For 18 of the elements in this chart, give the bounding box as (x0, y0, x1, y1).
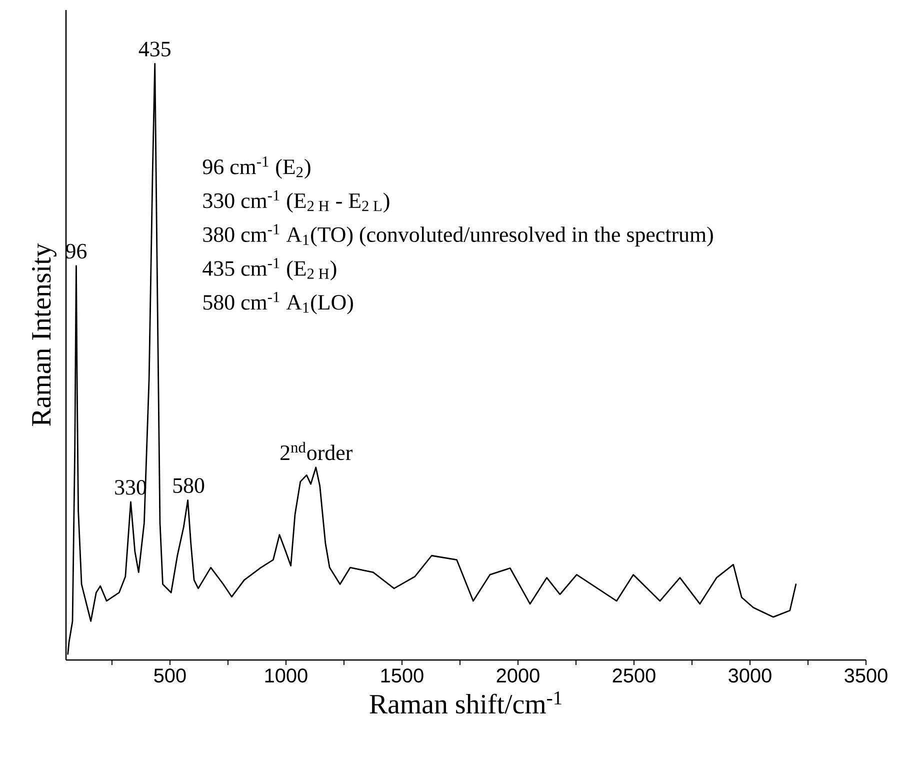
annotation: 2$^{nd}$order (280, 442, 352, 460)
x-tick-label: 2000 (496, 668, 540, 683)
x-tick-label: 1000 (265, 668, 308, 683)
annotation: 435 cm$^{-1}$ (E$_{2 H}$) (202, 258, 336, 280)
x-tick-label: 2500 (612, 668, 656, 683)
annotation: 380 cm$^{-1}$ A$_{1}$(TO) (convoluted/unresolved in the spectrum) (203, 224, 713, 246)
x-tick-label: 500 (154, 668, 186, 683)
y-axis-title: Raman Intensity (32, 243, 56, 426)
annotation: 330 cm$^{-1}$ (E$_{2 H}$ - E$_{2 L}$) (203, 190, 390, 213)
x-tick-label: 1500 (381, 668, 424, 683)
x-tick-label: 3500 (844, 668, 888, 683)
annotation: 435 (138, 42, 170, 56)
x-tick-label: 3000 (728, 668, 772, 683)
x-axis-title: Raman shift/cm$^{-1}$ (370, 691, 562, 714)
annotation: 96 cm$^{-1}$ (E$_{2}$) (202, 156, 310, 179)
annotation: 580 cm$^{-1}$ A$_{1}$(LO) (203, 292, 353, 314)
annotation: 96 (66, 244, 87, 259)
annotation: 580 (173, 478, 204, 493)
